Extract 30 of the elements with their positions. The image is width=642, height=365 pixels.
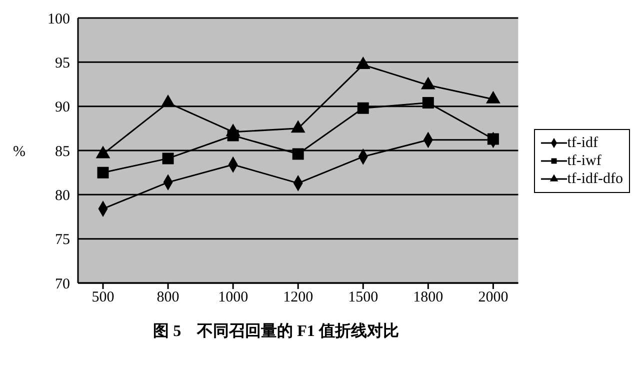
point: [357, 102, 369, 114]
y-tick-label: 95: [55, 55, 70, 72]
x-tick-label: 1000: [218, 290, 248, 306]
x-tick-label: 500: [92, 290, 114, 306]
point: [421, 77, 436, 90]
y-tick-label: 90: [55, 100, 70, 116]
point: [356, 56, 370, 69]
point: [161, 94, 175, 107]
x-tick-label: 1200: [283, 290, 314, 306]
x-tick-label: 1500: [348, 290, 378, 306]
x-tick-label: 2000: [478, 290, 508, 306]
y-tick-label: 70: [55, 276, 70, 292]
y-tick-label: 85: [55, 144, 70, 160]
point: [291, 120, 305, 133]
y-tick-label: 75: [55, 232, 70, 248]
point: [97, 166, 109, 178]
text: 图 5 不同召回量的 F1 值折线对比: [152, 322, 400, 342]
legend-label: tf-idf: [567, 134, 598, 152]
point: [162, 152, 174, 164]
point: [227, 130, 239, 142]
y-tick-label: 100: [48, 11, 70, 28]
legend-label: tf-idf-dfo: [567, 170, 623, 188]
x-tick-label: 800: [156, 290, 180, 306]
point: [292, 148, 304, 160]
y-tick-label: 80: [55, 188, 70, 204]
point: [486, 91, 500, 104]
point: [96, 146, 110, 158]
x-tick-label: 1800: [413, 290, 444, 306]
legend-label: tf-iwf: [567, 152, 602, 170]
y-axis-title: %: [13, 144, 26, 160]
